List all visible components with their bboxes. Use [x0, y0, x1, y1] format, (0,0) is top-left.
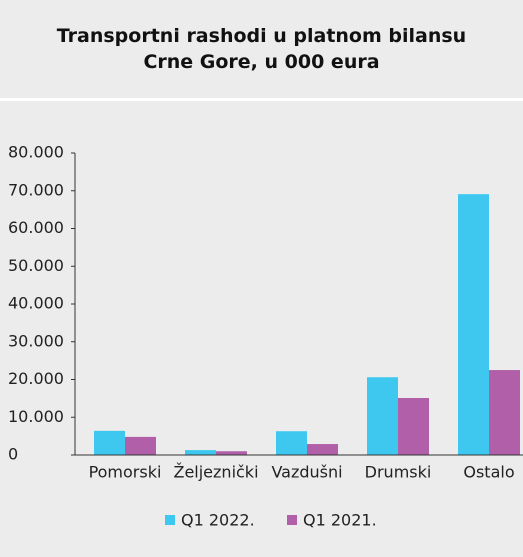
bar	[216, 451, 247, 455]
y-tick-label: 50.000	[8, 256, 64, 275]
y-tick-label: 80.000	[8, 143, 64, 162]
y-tick-label: 0	[8, 445, 18, 464]
bar	[185, 450, 216, 455]
bar	[398, 397, 429, 455]
y-tick-label: 20.000	[8, 369, 64, 388]
legend-swatch	[287, 515, 297, 525]
y-tick-label: 30.000	[8, 331, 64, 350]
bar	[489, 370, 520, 455]
legend-swatch	[165, 515, 175, 525]
chart: 0 10.000 20.000 30.000 40.000 50.000 60.000 70.…	[0, 101, 523, 557]
legend-label: Q1 2021.	[303, 511, 377, 530]
y-tick-label: 60.000	[8, 218, 64, 237]
x-tick-label: Vazdušni	[271, 463, 342, 482]
chart-title: Transportni rashodi u platnom bilansu Cr…	[56, 25, 467, 73]
bar	[458, 194, 489, 455]
y-tick-label: 10.000	[8, 407, 64, 426]
y-tick-label: 40.000	[8, 294, 64, 313]
bar	[276, 431, 307, 455]
x-tick-label: Drumski	[365, 463, 432, 482]
y-tick-label: 70.000	[8, 180, 64, 199]
x-tick-label: Željeznički	[173, 463, 258, 482]
bar	[94, 430, 125, 455]
x-tick-label: Pomorski	[89, 463, 162, 482]
bar	[125, 436, 156, 455]
bar	[307, 444, 338, 455]
legend-label: Q1 2022.	[181, 511, 255, 530]
plot-background	[0, 101, 523, 557]
bar	[367, 377, 398, 455]
header: Transportni rashodi u platnom bilansu Cr…	[0, 0, 523, 98]
x-tick-label: Ostalo	[463, 463, 514, 482]
